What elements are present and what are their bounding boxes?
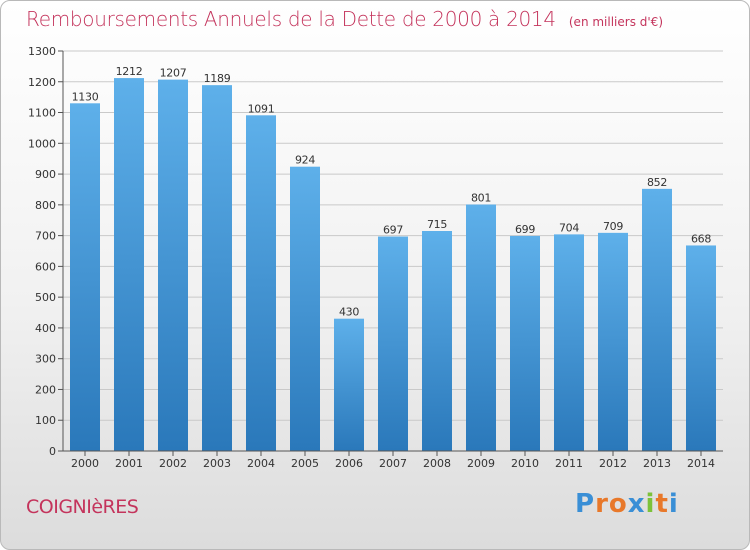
x-tick-label: 2009 (467, 457, 495, 470)
labels: 0 100 200 300 400 500 600 700 800 900 1000 1100 1200… (28, 45, 715, 470)
y-tick-label: 900 (35, 168, 56, 181)
bar (202, 85, 232, 452)
chart-title: Remboursements Annuels de la Dette de 20… (26, 7, 663, 31)
x-tick-label: 2001 (115, 457, 143, 470)
bar-value-label: 1212 (116, 65, 143, 78)
y-tick-label: 1100 (28, 107, 56, 120)
bar-value-label: 801 (471, 192, 491, 205)
x-tick-label: 2010 (511, 457, 539, 470)
bar (158, 79, 188, 451)
y-tick-label: 300 (35, 353, 56, 366)
x-tick-label: 2003 (203, 457, 231, 470)
bar-value-label: 1189 (204, 72, 231, 85)
title-text: Remboursements Annuels de la Dette de 20… (26, 7, 556, 31)
x-tick-label: 2007 (379, 457, 407, 470)
bar (334, 318, 364, 451)
logo-letter: P (575, 489, 596, 519)
bar-value-label: 1130 (72, 90, 99, 103)
bar (290, 166, 320, 451)
x-tick-label: 2006 (335, 457, 363, 470)
x-tick-label: 2005 (291, 457, 319, 470)
y-tick-label: 1200 (28, 76, 56, 89)
x-tick-label: 2004 (247, 457, 275, 470)
bar (378, 236, 408, 451)
bar (70, 103, 100, 452)
x-tick-label: 2013 (643, 457, 671, 470)
bar-value-label: 430 (339, 306, 359, 319)
proxiti-logo: Proxiti (575, 489, 679, 519)
bar-value-label: 715 (427, 218, 447, 231)
logo-letter: r (595, 489, 609, 519)
unit-label: (en milliers d'€) (568, 15, 663, 29)
axes (58, 50, 723, 456)
bar-value-label: 1207 (160, 67, 187, 80)
bar-value-label: 668 (691, 232, 711, 245)
x-tick-label: 2014 (687, 457, 715, 470)
bar-value-label: 852 (647, 176, 667, 189)
y-tick-label: 100 (35, 414, 56, 427)
logo-letter: i (645, 489, 656, 519)
bar (114, 78, 144, 452)
x-tick-label: 2011 (555, 457, 583, 470)
bar-value-label: 704 (559, 221, 579, 234)
x-tick-label: 2002 (159, 457, 187, 470)
logo-letter: x (627, 489, 646, 519)
x-tick-label: 2008 (423, 457, 451, 470)
bar (554, 234, 584, 451)
y-tick-label: 700 (35, 230, 56, 243)
bar (642, 188, 672, 451)
x-tick-label: 2012 (599, 457, 627, 470)
y-tick-label: 500 (35, 291, 56, 304)
logo-letter: i (668, 489, 679, 519)
y-tick-label: 600 (35, 260, 56, 273)
bar-value-label: 1091 (248, 102, 275, 115)
bar-value-label: 699 (515, 223, 535, 236)
y-tick-label: 1300 (28, 45, 56, 58)
bar (598, 232, 628, 451)
bar (510, 235, 540, 451)
x-tick-label: 2000 (71, 457, 99, 470)
logo-letter: t (655, 489, 669, 519)
y-tick-label: 1000 (28, 137, 56, 150)
y-tick-label: 200 (35, 383, 56, 396)
y-tick-label: 800 (35, 199, 56, 212)
logo-letter: o (608, 489, 628, 519)
bars (70, 78, 716, 452)
bar-value-label: 697 (383, 224, 403, 237)
bar (422, 231, 452, 451)
bar-value-label: 709 (603, 220, 623, 233)
bar (686, 245, 716, 451)
y-tick-label: 0 (49, 445, 56, 458)
bar-value-label: 924 (295, 154, 315, 167)
bar (466, 204, 496, 451)
commune-name: COIGNIèRES (26, 496, 139, 518)
bar (246, 115, 276, 452)
y-tick-label: 400 (35, 322, 56, 335)
